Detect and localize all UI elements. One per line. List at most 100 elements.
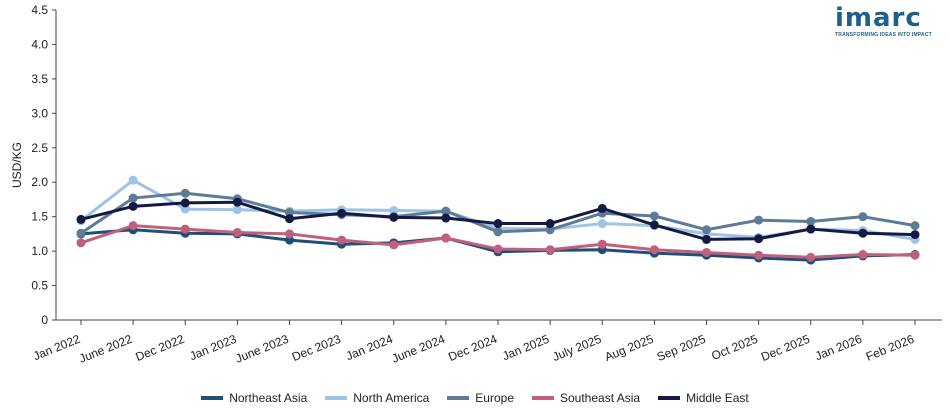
data-point: [597, 239, 607, 249]
data-point: [128, 175, 138, 185]
data-point: [858, 212, 868, 222]
data-point: [285, 208, 294, 218]
series-southeast-asia: [76, 221, 920, 262]
x-tick-label: Jan 2023: [187, 332, 238, 364]
x-tick-label: June 2023: [233, 332, 291, 366]
data-point: [649, 245, 659, 255]
data-point: [754, 250, 764, 260]
data-point: [285, 214, 294, 224]
legend-item: Northeast Asia: [201, 391, 307, 405]
legend-label: North America: [353, 391, 430, 405]
data-point: [806, 216, 816, 226]
x-tick-label: Feb 2026: [864, 332, 917, 364]
legend-label: Northeast Asia: [229, 391, 308, 405]
data-point: [180, 188, 190, 198]
data-point: [337, 208, 347, 218]
data-point: [649, 211, 659, 221]
x-tick-label: June 2024: [390, 332, 448, 366]
data-point: [128, 221, 138, 231]
y-tick-label: 3.5: [31, 72, 48, 86]
y-tick-label: 1.0: [31, 244, 48, 258]
data-point: [597, 203, 607, 213]
x-tick-label: Dec 2022: [133, 332, 186, 364]
logo-wordmark: imarc: [835, 3, 922, 33]
data-point: [441, 233, 451, 243]
y-tick-label: 3.0: [31, 106, 48, 120]
chart-series: [76, 175, 920, 265]
data-point: [702, 247, 711, 257]
x-tick-label: Jan 2024: [344, 332, 395, 364]
legend-swatch: [325, 396, 348, 400]
x-tick-label: Dec 2025: [759, 332, 812, 364]
legend-label: Middle East: [686, 391, 749, 405]
data-point: [858, 250, 868, 260]
legend-item: Europe: [447, 391, 514, 405]
data-point: [180, 224, 190, 234]
legend-label: Europe: [475, 391, 514, 405]
data-point: [337, 235, 347, 245]
data-point: [702, 234, 711, 244]
data-point: [649, 220, 659, 230]
data-point: [910, 221, 920, 231]
data-point: [910, 250, 920, 260]
data-point: [76, 214, 86, 224]
y-axis-label: USD/KG: [10, 141, 25, 189]
data-point: [285, 235, 294, 245]
data-point: [806, 224, 816, 234]
legend-swatch: [532, 396, 554, 400]
data-point: [285, 229, 294, 239]
data-point: [389, 240, 399, 250]
data-point: [232, 197, 242, 207]
y-tick-label: 2.5: [31, 141, 48, 155]
x-tick-label: Jan 2026: [813, 332, 864, 364]
x-tick-label: July 2025: [550, 332, 603, 364]
data-point: [180, 198, 190, 208]
data-point: [441, 213, 451, 223]
data-point: [493, 227, 503, 237]
legend-item: Southeast Asia: [532, 391, 640, 405]
data-point: [128, 201, 138, 211]
y-tick-label: 4.0: [31, 37, 48, 51]
legend-item: Middle East: [658, 391, 749, 405]
y-tick-label: 0.5: [31, 279, 48, 293]
legend-swatch: [658, 396, 681, 400]
legend-item: North America: [325, 391, 429, 405]
data-point: [76, 228, 86, 238]
data-point: [180, 204, 190, 214]
data-point: [493, 219, 503, 229]
x-tick-label: June 2022: [77, 332, 135, 366]
data-point: [806, 252, 816, 262]
data-point: [128, 193, 138, 203]
data-point: [389, 205, 399, 215]
imarc-logo: imarc TRANSFORMING IDEAS INTO IMPACT: [835, 4, 935, 38]
data-point: [754, 234, 764, 244]
legend-swatch: [447, 396, 470, 400]
x-tick-label: Oct 2025: [709, 332, 760, 363]
data-point: [702, 225, 711, 235]
data-point: [545, 225, 555, 235]
x-tick-label: Aug 2025: [603, 332, 656, 364]
legend-label: Southeast Asia: [560, 391, 641, 405]
chart-legend: Northeast Asia North America Europe Southea…: [0, 388, 950, 408]
data-point: [493, 244, 503, 254]
x-tick-label: Dec 2024: [446, 332, 499, 364]
y-tick-label: 1.5: [31, 210, 48, 224]
x-tick-label: Dec 2023: [290, 332, 343, 364]
data-point: [389, 212, 399, 222]
data-point: [232, 228, 242, 238]
legend-swatch: [201, 396, 224, 400]
data-point: [232, 205, 242, 215]
data-point: [76, 238, 86, 248]
data-point: [545, 219, 555, 229]
data-point: [858, 228, 868, 238]
y-tick-label: 2.0: [31, 175, 48, 189]
x-tick-label: Sep 2025: [655, 332, 708, 364]
data-point: [441, 206, 451, 216]
y-tick-label: 4.5: [31, 3, 48, 17]
logo-tagline: TRANSFORMING IDEAS INTO IMPACT: [835, 32, 932, 38]
x-tick-label: Jan 2025: [500, 332, 551, 364]
series-middle-east: [76, 197, 920, 244]
data-point: [545, 245, 555, 255]
